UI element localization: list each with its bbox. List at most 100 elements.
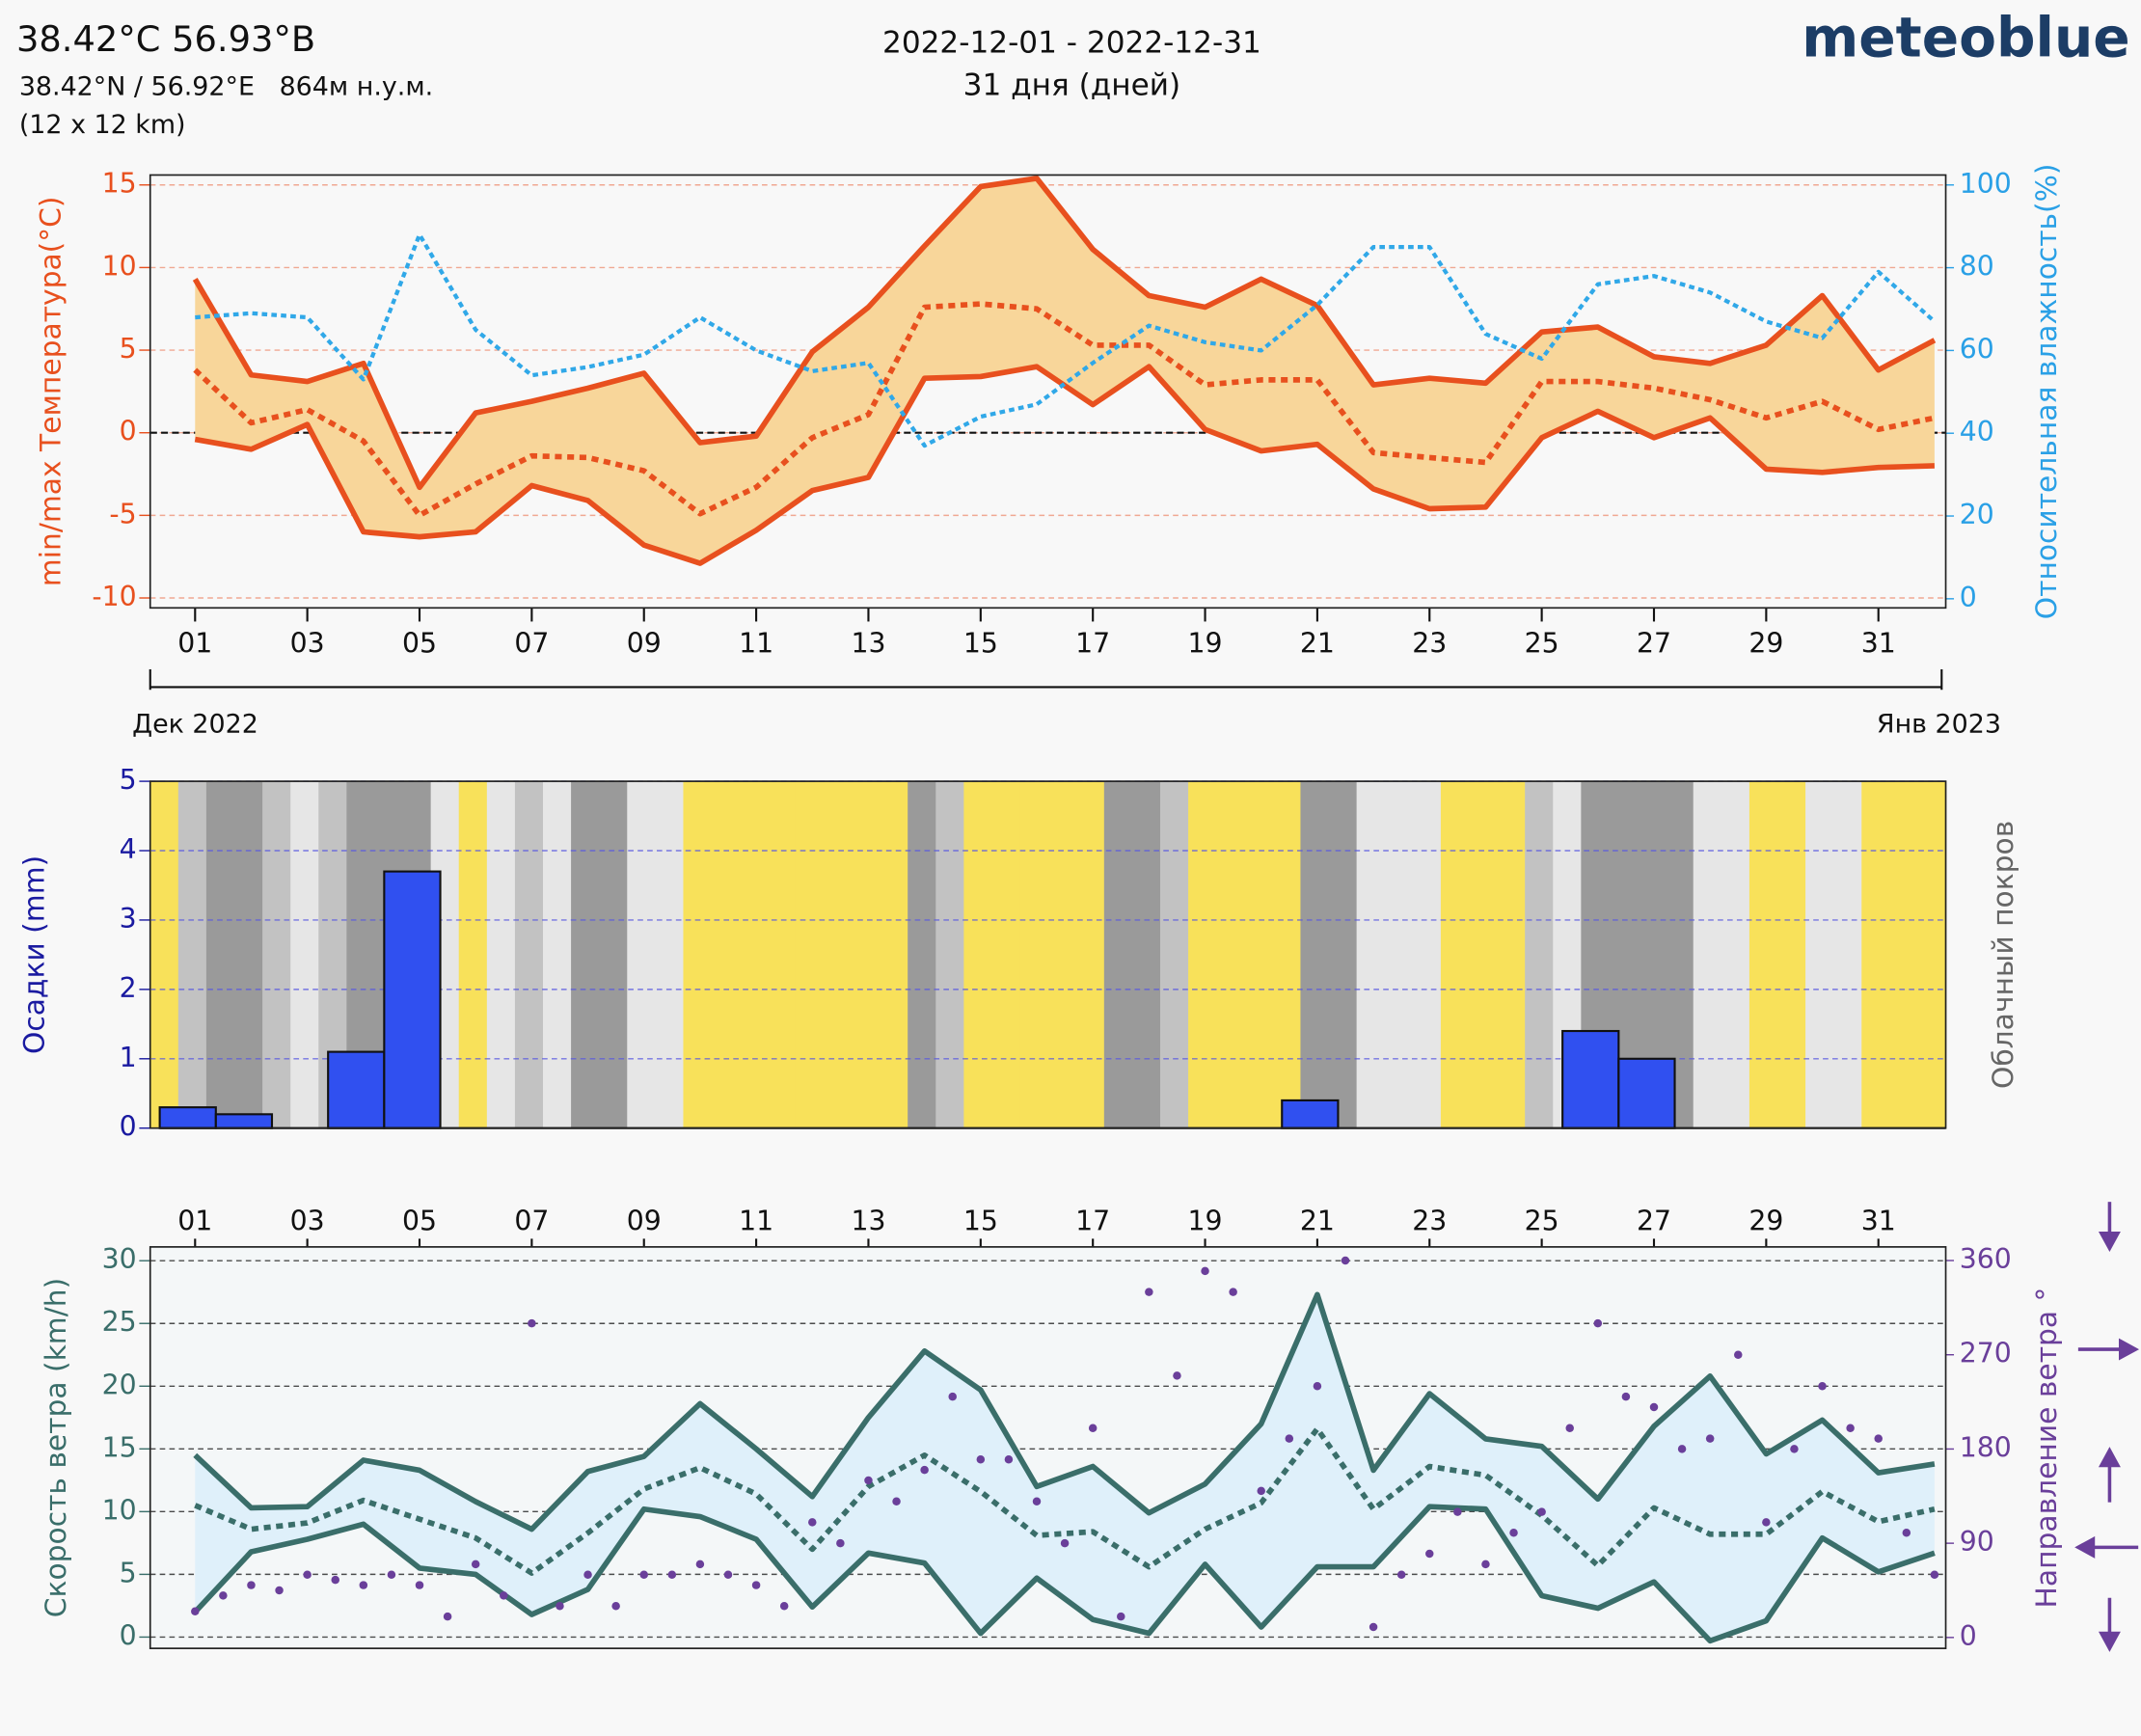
cloud-cover xyxy=(1384,781,1414,1128)
cloud-cover xyxy=(1440,781,1470,1128)
cloud-cover xyxy=(1917,781,1947,1128)
x-tick-label: 17 xyxy=(1075,628,1110,660)
x-tick-label: 19 xyxy=(1188,628,1223,660)
y-tick-label: 1 xyxy=(120,1042,137,1073)
direction-point xyxy=(303,1570,312,1579)
title: 38.42°С 56.93°В xyxy=(16,18,315,60)
x-tick-label: 27 xyxy=(1637,628,1671,660)
cloud-cover xyxy=(1776,781,1806,1128)
y2-axis-label: Направление ветра ° xyxy=(2030,1288,2064,1609)
y-tick-label: 0 xyxy=(120,1111,137,1143)
cloud-cover xyxy=(1047,781,1077,1128)
direction-point xyxy=(1565,1424,1574,1432)
cloud-cover xyxy=(880,781,908,1128)
cloud-cover xyxy=(177,781,207,1128)
y-tick-label: 15 xyxy=(102,168,137,200)
direction-point xyxy=(779,1602,789,1611)
x-tick-label: 23 xyxy=(1412,1205,1447,1236)
bar xyxy=(383,870,442,1129)
x-tick-label: 09 xyxy=(627,628,662,660)
direction-point xyxy=(1088,1424,1098,1432)
direction-point xyxy=(1369,1622,1378,1632)
direction-point xyxy=(1257,1486,1265,1496)
cloud-cover xyxy=(1497,781,1526,1128)
cloud-cover xyxy=(1131,781,1161,1128)
y-axis-label: Скорость ветра (km/h) xyxy=(40,1278,73,1617)
cloud-cover xyxy=(1889,781,1919,1128)
direction-point xyxy=(1453,1507,1462,1516)
series-line xyxy=(193,1504,1936,1644)
cloud-cover xyxy=(571,781,600,1128)
month-label: Дек 2022 xyxy=(132,710,258,740)
direction-point xyxy=(1846,1424,1855,1432)
direction-point xyxy=(331,1575,339,1585)
direction-point xyxy=(528,1318,536,1328)
x-tick-label: 13 xyxy=(851,628,885,660)
direction-point xyxy=(1396,1570,1406,1579)
cloud-cover xyxy=(795,781,825,1128)
x-tick-label: 25 xyxy=(1525,1205,1559,1236)
cloud-cover xyxy=(1833,781,1862,1128)
direction-point xyxy=(892,1497,901,1505)
direction-point xyxy=(836,1538,845,1548)
y2-tick-label: 100 xyxy=(1960,168,2012,200)
y-tick-label: 10 xyxy=(102,250,137,282)
cloud-cover xyxy=(1721,781,1750,1128)
x-tick-label: 03 xyxy=(290,628,325,660)
x-tick-label: 09 xyxy=(627,1205,662,1236)
cloud-cover xyxy=(486,781,516,1128)
direction-point xyxy=(1621,1392,1631,1401)
bar xyxy=(1617,1057,1676,1129)
cloud-cover xyxy=(823,781,853,1128)
x-tick-label: 07 xyxy=(514,1205,549,1236)
y-tick-label: 30 xyxy=(102,1243,137,1275)
y2-tick-label: 0 xyxy=(1960,1620,1977,1652)
x-tick-label: 03 xyxy=(290,1205,325,1236)
x-tick-label: 15 xyxy=(963,628,998,660)
direction-point xyxy=(443,1612,452,1621)
x-tick-label: 29 xyxy=(1748,1205,1783,1236)
cloud-cover xyxy=(852,781,881,1128)
cloud-cover xyxy=(1272,781,1302,1128)
x-tick-label: 11 xyxy=(739,628,773,660)
direction-point xyxy=(471,1560,480,1569)
period: 2022-12-01 - 2022-12-31 xyxy=(882,26,1261,61)
days: 31 дня (дней) xyxy=(963,68,1181,102)
direction-point xyxy=(1818,1382,1827,1391)
y-tick-label: 15 xyxy=(102,1431,137,1463)
mean-line xyxy=(195,232,1937,448)
y-tick-label: 5 xyxy=(120,764,137,796)
cloud-cover xyxy=(1356,781,1386,1128)
y-tick-label: 5 xyxy=(120,1557,137,1588)
cloud-cover xyxy=(1103,781,1133,1128)
x-tick-label: 19 xyxy=(1188,1205,1223,1236)
direction-point xyxy=(556,1602,564,1611)
direction-point xyxy=(667,1570,677,1579)
cloud-cover xyxy=(1861,781,1891,1128)
x-tick-label: 11 xyxy=(739,1205,773,1236)
y2-axis-label: Относительная влажность(%) xyxy=(2030,164,2064,620)
cloud-cover xyxy=(1244,781,1274,1128)
bar xyxy=(158,1106,217,1129)
grid-size: (12 x 12 km) xyxy=(19,110,186,140)
direction-point xyxy=(1341,1256,1350,1265)
cloud-cover xyxy=(1075,781,1105,1128)
direction-point xyxy=(1285,1434,1294,1443)
direction-point xyxy=(808,1518,817,1527)
y2-tick-label: 20 xyxy=(1960,499,1994,530)
y2-tick-label: 80 xyxy=(1960,251,1994,283)
direction-point xyxy=(1593,1318,1603,1328)
y2-tick-label: 60 xyxy=(1960,333,1994,365)
y-tick-label: -5 xyxy=(109,498,136,529)
y-tick-label: 2 xyxy=(120,972,137,1004)
x-tick-label: 05 xyxy=(402,1205,437,1236)
cloud-cover xyxy=(683,781,713,1128)
series-line xyxy=(193,1291,1936,1533)
cloud-cover xyxy=(1468,781,1498,1128)
direction-point xyxy=(415,1581,424,1589)
direction-point xyxy=(1930,1570,1939,1579)
y2-tick-label: 360 xyxy=(1960,1243,2012,1275)
brand: meteoblue xyxy=(1802,6,2129,69)
direction-point xyxy=(1004,1455,1014,1464)
